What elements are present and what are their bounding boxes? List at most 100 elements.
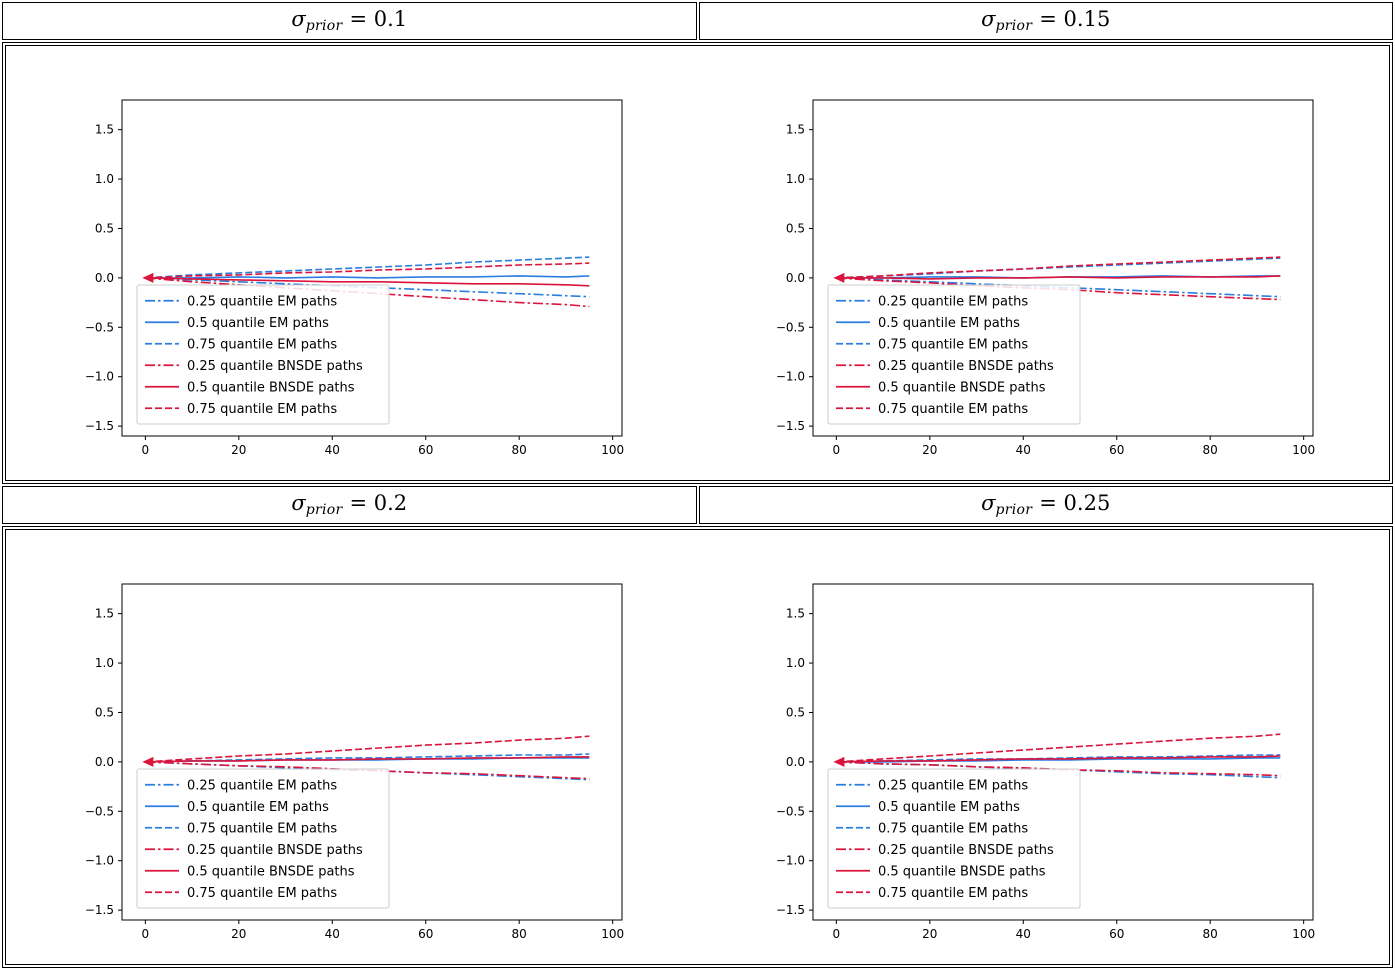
legend-label: 0.25 quantile BNSDE paths (187, 843, 363, 858)
x-tick-label: 60 (418, 443, 433, 457)
series-line (145, 262, 590, 279)
legend-label: 0.5 quantile BNSDE paths (878, 864, 1046, 879)
legend-label: 0.75 quantile EM paths (878, 821, 1028, 836)
legend-label: 0.25 quantile BNSDE paths (187, 359, 363, 374)
y-tick-label: −1.0 (776, 854, 805, 868)
sigma-symbol: σ (981, 491, 996, 516)
x-tick-label: 60 (1109, 927, 1124, 941)
legend-box (827, 768, 1081, 909)
series-line (836, 277, 1281, 298)
legend-box (136, 284, 390, 425)
sigma-subscript: prior (305, 18, 343, 34)
y-tick-label: −1.5 (776, 903, 805, 917)
origin-arrow (833, 757, 845, 768)
legend-label: 0.75 quantile EM paths (187, 821, 337, 836)
x-tick-label: 60 (1109, 443, 1124, 457)
y-tick-label: −0.5 (85, 804, 114, 818)
series-line (836, 755, 1281, 763)
y-tick-label: −1.5 (85, 419, 114, 433)
series-line (145, 277, 590, 308)
y-tick-label: 0.5 (95, 706, 114, 720)
x-tick-label: 100 (601, 927, 624, 941)
x-tick-label: 20 (231, 443, 246, 457)
title-value: = 0.15 (1039, 7, 1111, 31)
x-tick-label: 0 (141, 443, 149, 457)
x-tick-label: 0 (833, 443, 841, 457)
legend-label: 0.75 quantile EM paths (187, 337, 337, 352)
legend-label: 0.75 quantile EM paths (878, 886, 1028, 901)
legend-label: 0.75 quantile EM paths (878, 402, 1028, 417)
plot-frame-top: 0 20 40 60 80 100 −1.5 −1.0 −0.5 0.0 0.5 1.0 1.5 0.25… (2, 42, 1393, 485)
y-tick-label: 0.5 (786, 222, 805, 236)
x-tick-label: 40 (324, 443, 339, 457)
x-tick-label: 80 (511, 443, 526, 457)
y-tick-label: 0.5 (786, 706, 805, 720)
legend-label: 0.5 quantile EM paths (187, 800, 329, 815)
y-tick-label: −1.5 (776, 419, 805, 433)
x-tick-label: 100 (1292, 443, 1315, 457)
figure-sigma-0.1: 0 20 40 60 80 100 −1.5 −1.0 −0.5 0.0 0.5 1.0 1.5 0.25… (6, 46, 698, 480)
y-tick-label: −1.0 (776, 370, 805, 384)
x-tick-label: 0 (833, 927, 841, 941)
figure-sigma-0.2: 0 20 40 60 80 100 −1.5 −1.0 −0.5 0.0 0.5 1.0 1.5 0.25… (6, 530, 698, 964)
figure-sigma-0.15: 0 20 40 60 80 100 −1.5 −1.0 −0.5 0.0 0.5 1.0 1.5 0.25… (698, 46, 1390, 480)
title-value: = 0.2 (349, 491, 408, 516)
y-tick-label: 1.5 (95, 123, 114, 137)
origin-arrow (142, 272, 154, 283)
y-tick-label: 1.5 (95, 607, 114, 621)
series-line (145, 735, 590, 763)
y-tick-label: 1.5 (786, 607, 805, 621)
series-line (145, 277, 590, 287)
legend-label: 0.25 quantile EM paths (878, 294, 1028, 309)
legend-label: 0.25 quantile EM paths (878, 778, 1028, 793)
x-tick-label: 20 (231, 927, 246, 941)
y-tick-label: −0.5 (85, 320, 114, 334)
y-tick-label: −1.0 (85, 854, 114, 868)
x-tick-label: 80 (1203, 443, 1218, 457)
legend-box (827, 284, 1081, 425)
sigma-symbol: σ (291, 7, 306, 31)
x-tick-label: 0 (141, 927, 149, 941)
series-line (836, 275, 1281, 280)
legend-label: 0.5 quantile EM paths (187, 316, 329, 331)
series-line (145, 277, 590, 298)
legend-label: 0.25 quantile EM paths (187, 778, 337, 793)
series-line (145, 256, 590, 279)
chart-canvas: 0 20 40 60 80 100 −1.5 −1.0 −0.5 0.0 0.5 1.0 1.5 0.25… (85, 583, 624, 941)
legend-label: 0.25 quantile BNSDE paths (878, 359, 1054, 374)
y-tick-label: −0.5 (776, 804, 805, 818)
y-tick-label: −1.0 (85, 370, 114, 384)
origin-arrow (833, 272, 845, 283)
origin-arrow (142, 757, 154, 768)
x-tick-label: 40 (324, 927, 339, 941)
series-line (836, 761, 1281, 777)
y-tick-label: −1.5 (85, 903, 114, 917)
y-tick-label: 0.0 (786, 755, 805, 769)
series-line (836, 277, 1281, 301)
series-line (145, 753, 590, 763)
x-tick-label: 40 (1016, 443, 1031, 457)
y-tick-label: 1.0 (786, 656, 805, 670)
figure-sigma-0.25: 0 20 40 60 80 100 −1.5 −1.0 −0.5 0.0 0.5 1.0 1.5 0.25… (698, 530, 1390, 964)
title-row-bottom: σprior = 0.2 σprior = 0.25 (2, 486, 1393, 525)
series-line (836, 754, 1281, 763)
sigma-subscript: prior (995, 18, 1033, 34)
chart-canvas: 0 20 40 60 80 100 −1.5 −1.0 −0.5 0.0 0.5 1.0 1.5 0.25… (776, 583, 1315, 941)
legend-label: 0.25 quantile EM paths (187, 294, 337, 309)
subplot-title-sigma-0.2: σprior = 0.2 (2, 486, 697, 525)
x-tick-label: 80 (1203, 927, 1218, 941)
y-tick-label: 1.0 (95, 172, 114, 186)
plot-frame-bottom-inner: 0 20 40 60 80 100 −1.5 −1.0 −0.5 0.0 0.5 1.0 1.5 0.25… (5, 529, 1390, 966)
sigma-subscript: prior (995, 502, 1033, 519)
y-tick-label: 0.0 (786, 271, 805, 285)
sigma-subscript: prior (305, 502, 343, 519)
legend-label: 0.75 quantile EM paths (187, 886, 337, 901)
x-tick-label: 100 (601, 443, 624, 457)
y-tick-label: −0.5 (776, 320, 805, 334)
x-tick-label: 20 (922, 927, 937, 941)
legend-label: 0.5 quantile EM paths (878, 316, 1020, 331)
x-tick-label: 100 (1292, 927, 1315, 941)
subplot-title-sigma-0.25: σprior = 0.25 (698, 486, 1393, 525)
